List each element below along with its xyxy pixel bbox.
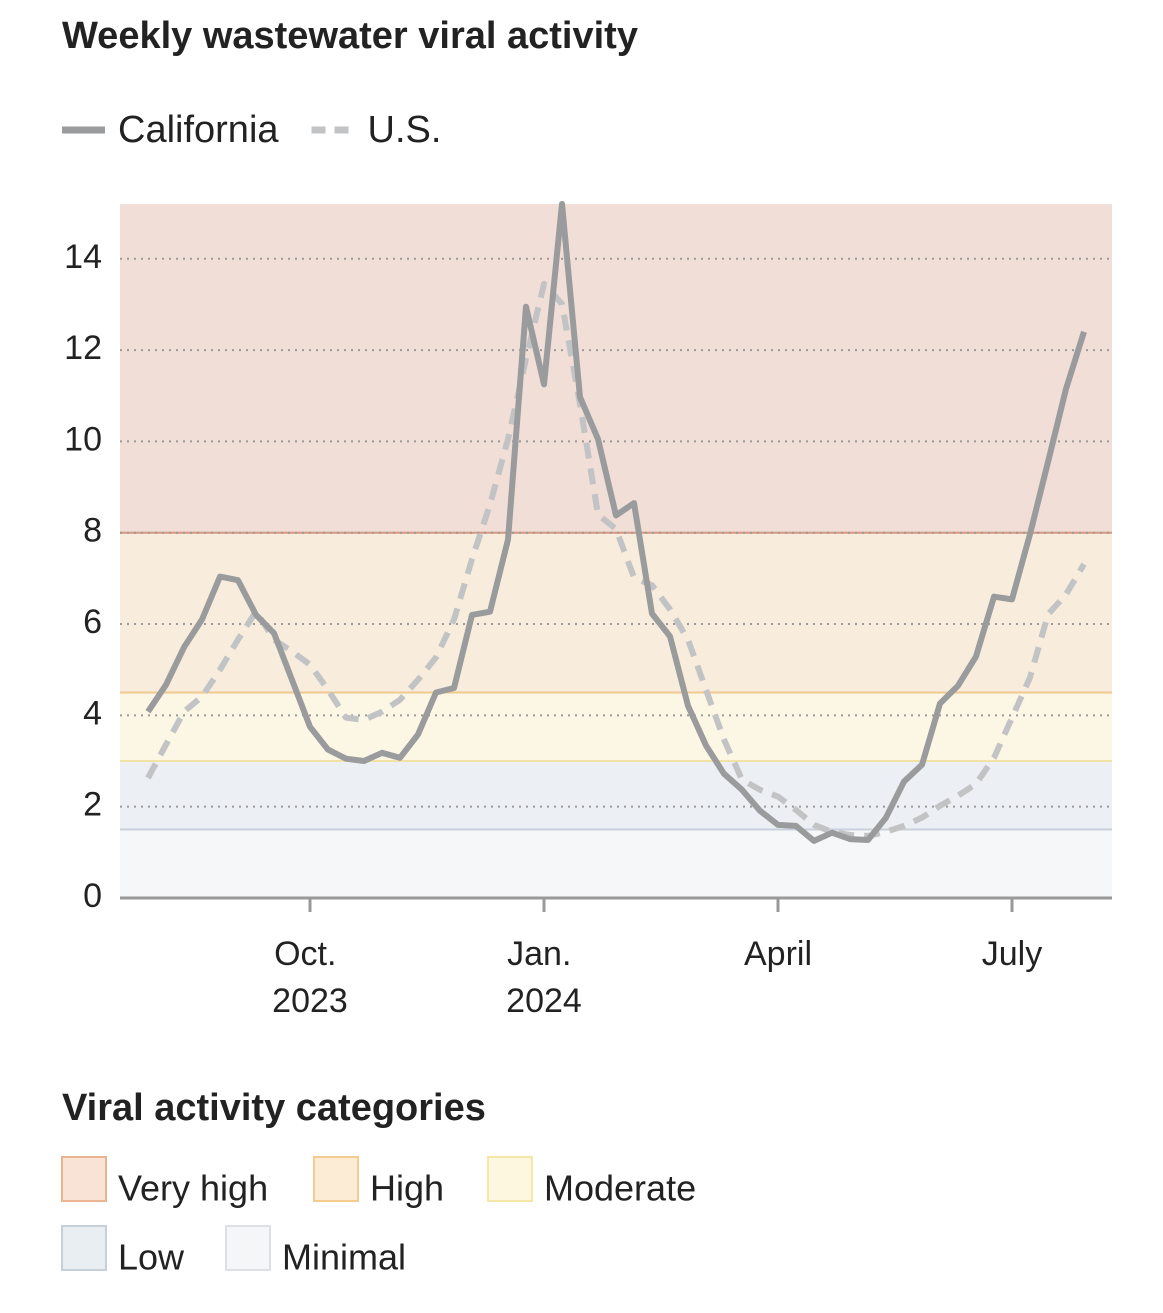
x-tick-label: Jan. 2024 (506, 935, 582, 1020)
band-legend-label: Very high (118, 1168, 268, 1209)
chart-title: Weekly wastewater viral activity (62, 15, 638, 57)
band (120, 761, 1112, 830)
x-tick-label-line: Oct. (274, 935, 346, 973)
band (120, 532, 1112, 693)
y-tick-label: 0 (83, 877, 102, 915)
band-legend-label: Minimal (282, 1237, 406, 1278)
y-tick-label: 14 (64, 238, 102, 276)
series-line (145, 201, 1087, 844)
x-tick-label-line: April (744, 935, 812, 973)
bands-title: Viral activity categories (62, 1087, 486, 1129)
x-tick-label-line: 2024 (506, 982, 582, 1020)
legend-label: U.S. (368, 109, 442, 151)
x-tick-label: April (744, 935, 812, 973)
band-legend-label: Low (118, 1237, 185, 1278)
band-legend-swatch (61, 1156, 107, 1202)
band-legend-label: Moderate (544, 1168, 696, 1209)
x-tick-label-line: 2023 (272, 982, 348, 1020)
y-tick-label: 6 (83, 603, 102, 641)
x-tick-label: July (982, 935, 1042, 973)
band (120, 829, 1112, 898)
x-tick-label: Oct. 2023 (272, 935, 348, 1020)
y-tick-label: 12 (64, 329, 102, 367)
series-line (145, 280, 1087, 839)
x-tick-label-line: Jan. (507, 935, 581, 973)
y-tick-label: 4 (83, 694, 102, 732)
band-legend-swatch (225, 1225, 271, 1271)
band-legend-swatch (313, 1156, 359, 1202)
band-legend-swatch (61, 1225, 107, 1271)
band (120, 204, 1112, 533)
x-tick-label-line: July (982, 935, 1042, 973)
y-tick-label: 8 (83, 512, 102, 550)
y-tick-label: 2 (83, 786, 102, 824)
legend-label: California (118, 109, 279, 151)
band (120, 692, 1112, 762)
band-legend-swatch (487, 1156, 533, 1202)
band-legend-label: High (370, 1168, 444, 1209)
y-tick-label: 10 (64, 420, 102, 458)
